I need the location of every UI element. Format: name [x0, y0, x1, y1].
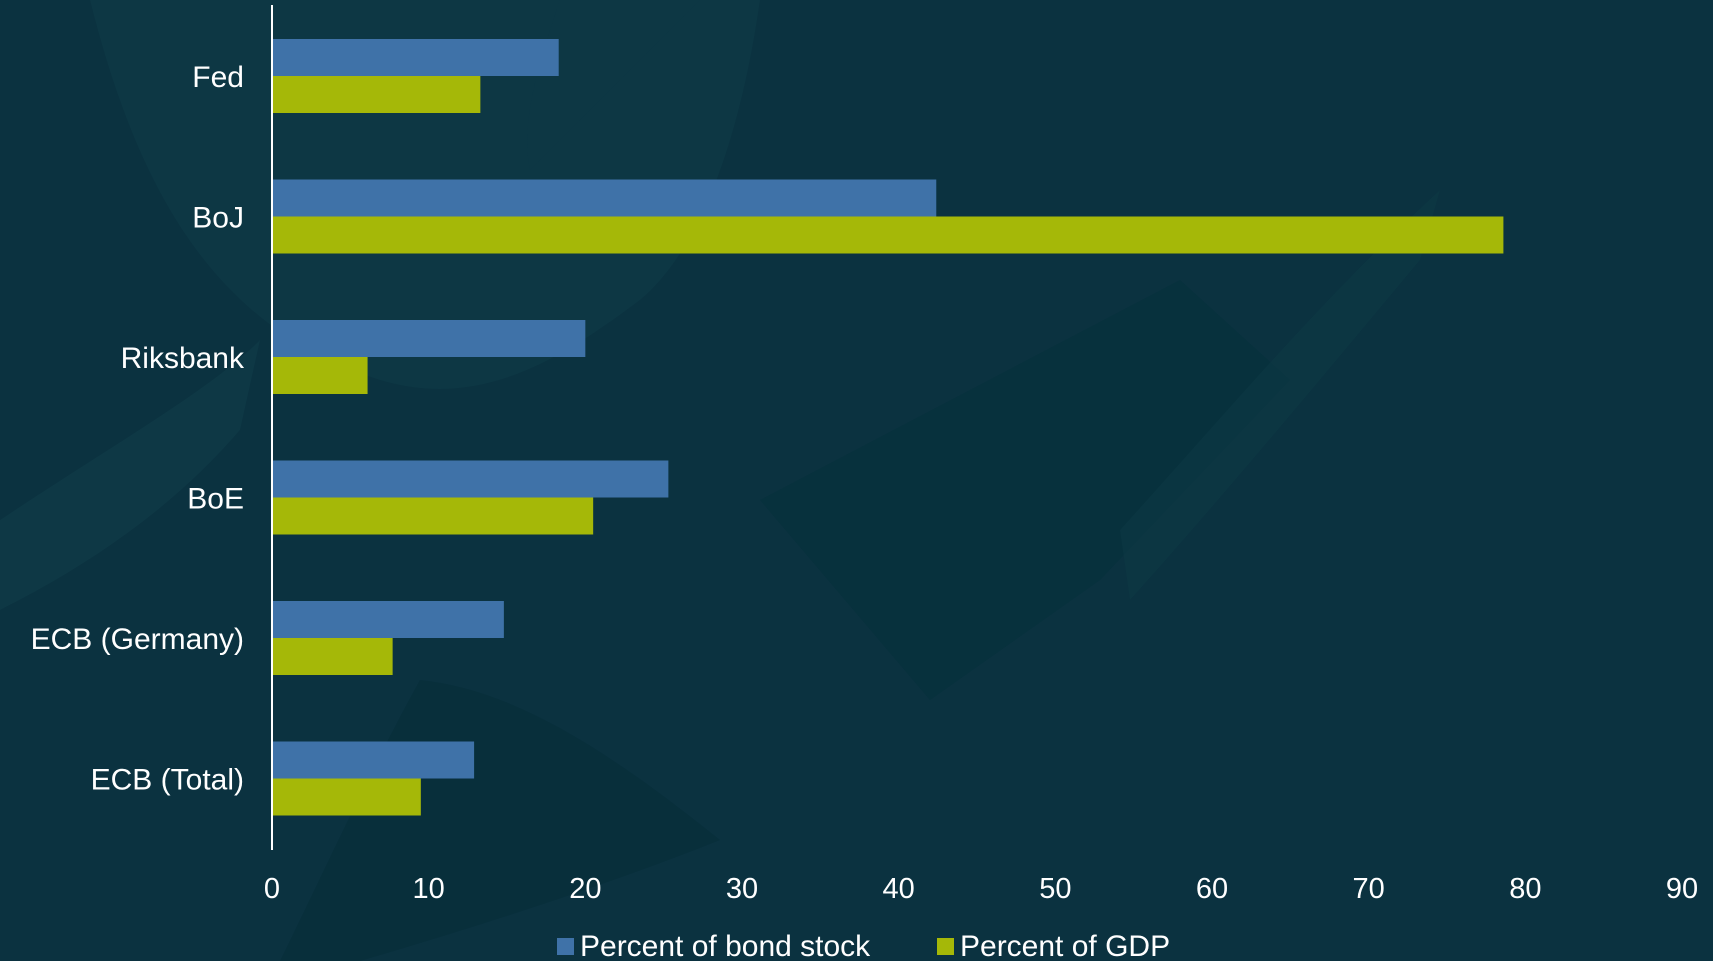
category-label-ecb-germany: ECB (Germany) [31, 623, 244, 656]
x-tick-label-70: 70 [1353, 873, 1385, 905]
x-tick-label-50: 50 [1039, 873, 1071, 905]
x-tick-label-40: 40 [883, 873, 915, 905]
bar-boj-percent-of-gdp [273, 216, 1504, 254]
x-axis-tick-labels: 0 10 20 30 40 50 60 70 80 90 [264, 873, 1698, 905]
bar-riksbank-percent-of-bond-stock [273, 320, 586, 357]
legend-label-percent-of-bond-stock: Percent of bond stock [580, 930, 871, 961]
bar-riksbank-percent-of-gdp [273, 357, 368, 394]
x-tick-label-20: 20 [569, 873, 601, 905]
category-label-fed: Fed [192, 61, 244, 94]
bar-ecb-total-percent-of-bond-stock [273, 741, 475, 779]
category-label-riksbank: Riksbank [121, 342, 245, 375]
category-label-boe: BoE [187, 483, 244, 516]
x-tick-label-0: 0 [264, 873, 280, 905]
legend: Percent of bond stock Percent of GDP [557, 930, 1170, 961]
category-label-ecb-total: ECB (Total) [91, 764, 244, 797]
x-tick-label-90: 90 [1666, 873, 1698, 905]
category-labels: Fed BoJ Riksbank BoE ECB (Germany) ECB (Total… [31, 61, 245, 797]
bar-ecb-total-percent-of-gdp [273, 778, 421, 816]
legend-swatch-percent-of-bond-stock [557, 938, 574, 955]
bars-group [273, 39, 1504, 816]
bar-fed-percent-of-bond-stock [273, 39, 559, 76]
bar-boe-percent-of-gdp [273, 497, 594, 535]
x-tick-label-80: 80 [1509, 873, 1541, 905]
bar-fed-percent-of-gdp [273, 76, 481, 113]
bar-ecb-germany-percent-of-gdp [273, 638, 393, 675]
x-tick-label-10: 10 [413, 873, 445, 905]
legend-swatch-percent-of-gdp [937, 938, 954, 955]
legend-label-percent-of-gdp: Percent of GDP [960, 930, 1170, 961]
x-tick-label-60: 60 [1196, 873, 1228, 905]
bar-boe-percent-of-bond-stock [273, 460, 669, 498]
bar-boj-percent-of-bond-stock [273, 179, 937, 217]
category-label-boj: BoJ [192, 202, 244, 235]
x-tick-label-30: 30 [726, 873, 758, 905]
bar-ecb-germany-percent-of-bond-stock [273, 601, 504, 638]
